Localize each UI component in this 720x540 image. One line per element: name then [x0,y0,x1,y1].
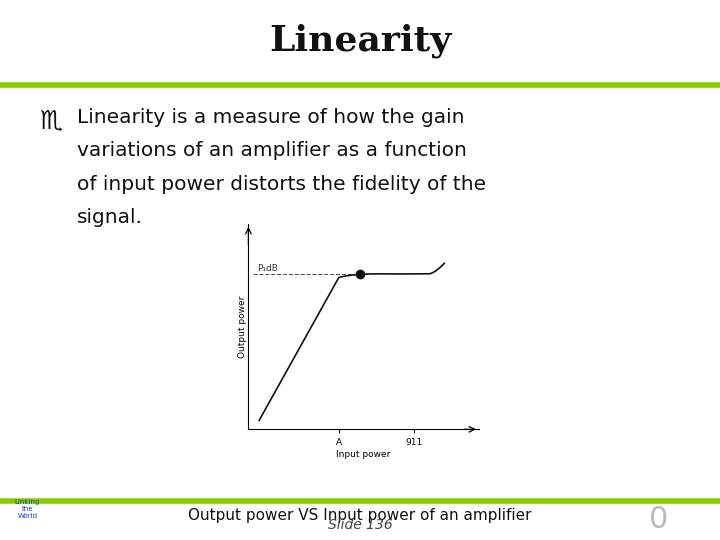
X-axis label: Input power: Input power [336,450,391,459]
Text: Linearity: Linearity [269,23,451,58]
Y-axis label: Output power: Output power [238,295,247,358]
Text: Output power VS Input power of an amplifier: Output power VS Input power of an amplif… [188,508,532,523]
Text: Linearity is a measure of how the gain: Linearity is a measure of how the gain [77,108,464,127]
Text: P₁dB: P₁dB [257,265,278,273]
Text: of input power distorts the fidelity of the: of input power distorts the fidelity of … [77,175,486,194]
Text: signal.: signal. [77,208,143,227]
Text: Linking
the
World: Linking the World [14,498,40,519]
Text: Slide 136: Slide 136 [328,518,392,532]
Text: variations of an amplifier as a function: variations of an amplifier as a function [77,141,467,160]
Text: 0: 0 [649,505,668,534]
Text: ♏: ♏ [40,108,63,134]
